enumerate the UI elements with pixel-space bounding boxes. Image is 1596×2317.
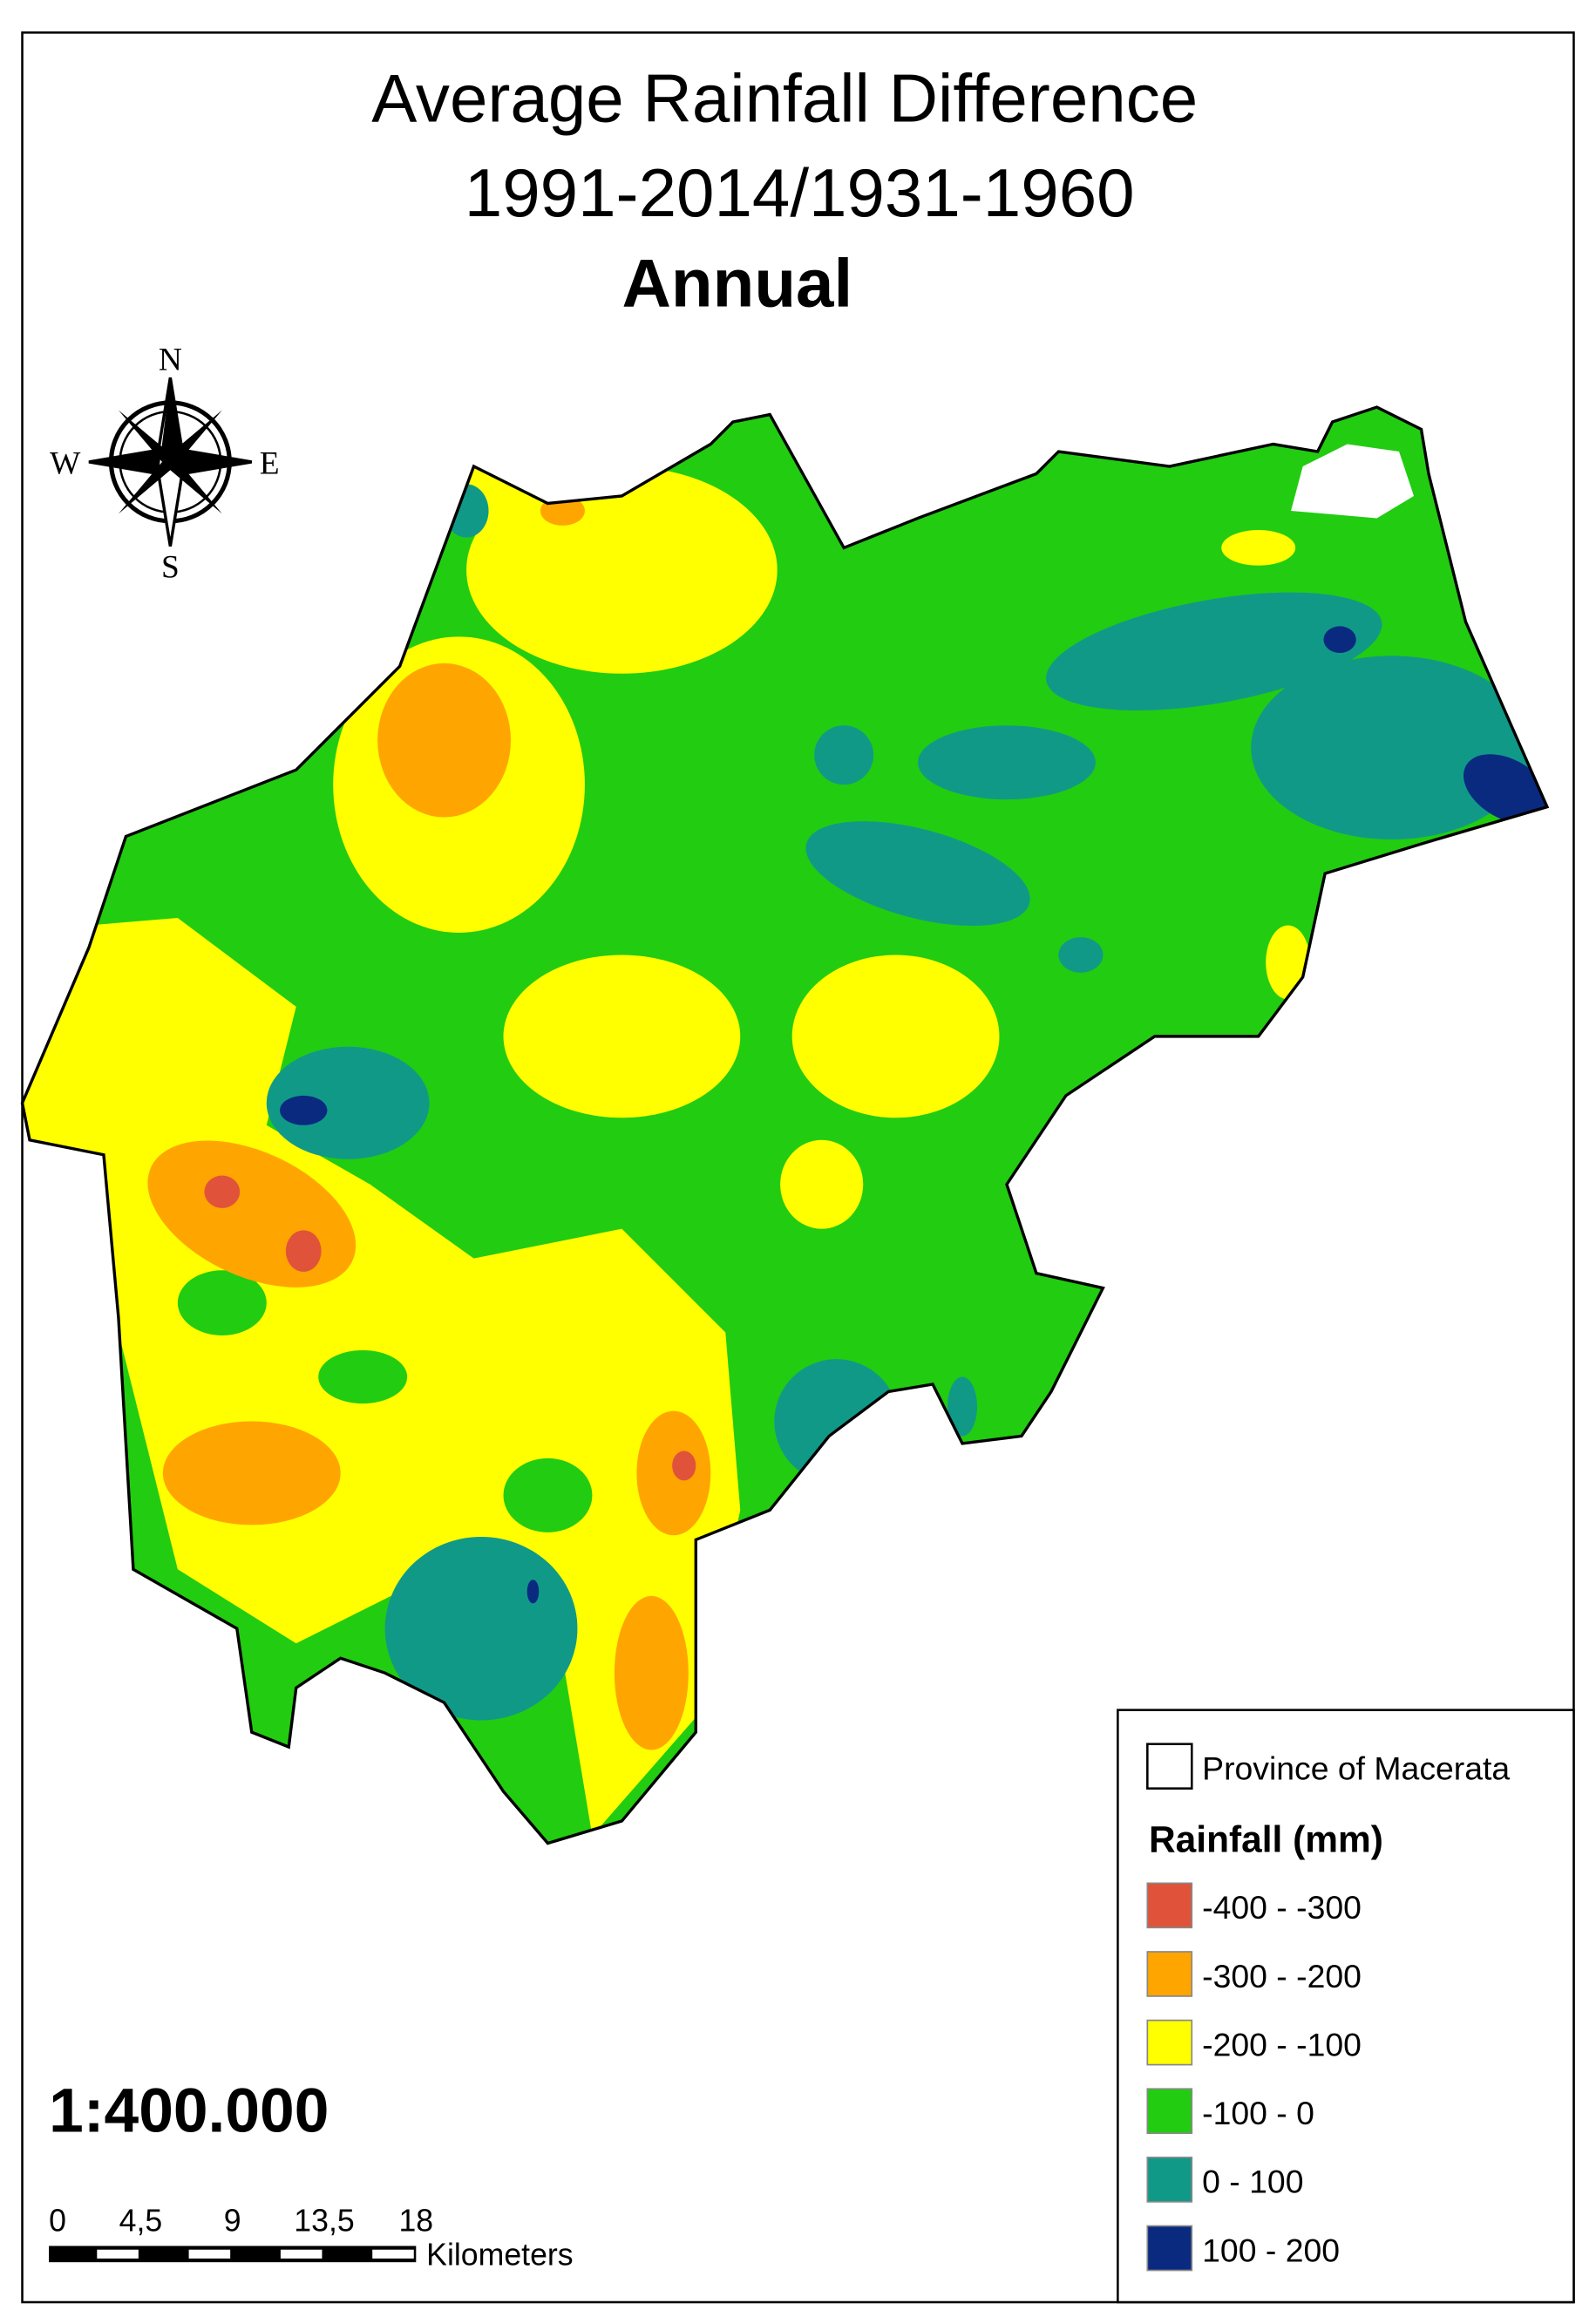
rainfall-zone — [204, 1175, 241, 1208]
legend: Province of Macerata Rainfall (mm) -400 … — [1117, 1709, 1575, 2304]
rainfall-zone — [672, 1451, 696, 1481]
legend-swatch — [1146, 1743, 1193, 1790]
rainfall-zone — [526, 1580, 540, 1604]
scale-bar-segment — [372, 2249, 414, 2259]
scale-tick-label: 18 — [398, 2203, 433, 2238]
rainfall-zone — [791, 955, 1000, 1118]
scale-unit: Kilometers — [426, 2238, 573, 2273]
rainfall-zone — [266, 1046, 430, 1159]
legend-label: Province of Macerata — [1202, 1750, 1510, 1786]
rainfall-zone — [636, 1410, 711, 1536]
compass-star — [118, 410, 222, 514]
legend-frame — [1117, 1709, 1575, 2304]
rainfall-zone — [805, 821, 1030, 927]
rainfall-zone — [162, 1421, 341, 1525]
rainfall-zone — [503, 1457, 593, 1532]
legend-swatch — [1146, 2225, 1193, 2272]
compass-label: S — [161, 549, 180, 585]
scale-bar-segment — [280, 2249, 323, 2259]
scale-bar-segment — [188, 2249, 231, 2259]
legend-swatch — [1146, 2157, 1193, 2203]
legend-swatch — [1146, 1882, 1193, 1929]
rainfall-zone — [177, 1270, 267, 1335]
legend-label: 100 - 200 — [1202, 2232, 1340, 2268]
compass-label: E — [260, 445, 280, 481]
compass-label: W — [50, 445, 81, 481]
rainfall-zone — [918, 725, 1096, 800]
compass: N E S W — [50, 343, 279, 586]
scale-tick-label: 4,5 — [119, 2203, 163, 2238]
legend-label: -400 - -300 — [1202, 1889, 1362, 1926]
legend-swatch — [1146, 2019, 1193, 2066]
scale-bar-segment — [97, 2249, 139, 2259]
rainfall-zone — [780, 1139, 864, 1229]
rainfall-zone — [1221, 530, 1296, 566]
rainfall-zone — [1463, 754, 1547, 825]
rainfall-zone — [285, 1230, 322, 1272]
rainfall-zone — [1251, 656, 1532, 839]
rainfall-zone — [947, 1376, 978, 1437]
rainfall-zone — [503, 955, 741, 1118]
scale-tick-label: 13,5 — [294, 2203, 354, 2238]
title-line: 1991-2014/1931-1960 — [465, 154, 1135, 231]
scale-bar: 0 4,5 9 13,5 18 — [49, 2203, 433, 2263]
scale-ratio: 1:400.000 — [49, 2076, 329, 2146]
scale-tick-label: 0 — [49, 2203, 66, 2238]
rainfall-zone — [614, 1595, 689, 1750]
coastal-gap — [1291, 444, 1415, 519]
title-line: Annual — [622, 245, 853, 322]
rainfall-zone — [1323, 626, 1356, 653]
rainfall-zone — [814, 725, 874, 785]
rainfall-zone — [1058, 937, 1104, 973]
rainfall-zone — [318, 1349, 408, 1404]
scale-bar-frame — [49, 2246, 417, 2263]
title-line: Average Rainfall Difference — [371, 59, 1198, 136]
legend-label: -100 - 0 — [1202, 2095, 1314, 2131]
legend-label: -300 - -200 — [1202, 1958, 1362, 1994]
legend-swatch — [1146, 1951, 1193, 1997]
rainfall-zone — [280, 1095, 328, 1125]
legend-label: 0 - 100 — [1202, 2164, 1303, 2200]
scale-tick-label: 9 — [224, 2203, 241, 2238]
legend-title: Rainfall (mm) — [1149, 1819, 1383, 1860]
legend-label: -200 - -100 — [1202, 2026, 1362, 2062]
compass-label: N — [159, 343, 182, 378]
legend-swatch — [1146, 2088, 1193, 2135]
rainfall-zone — [377, 662, 512, 818]
